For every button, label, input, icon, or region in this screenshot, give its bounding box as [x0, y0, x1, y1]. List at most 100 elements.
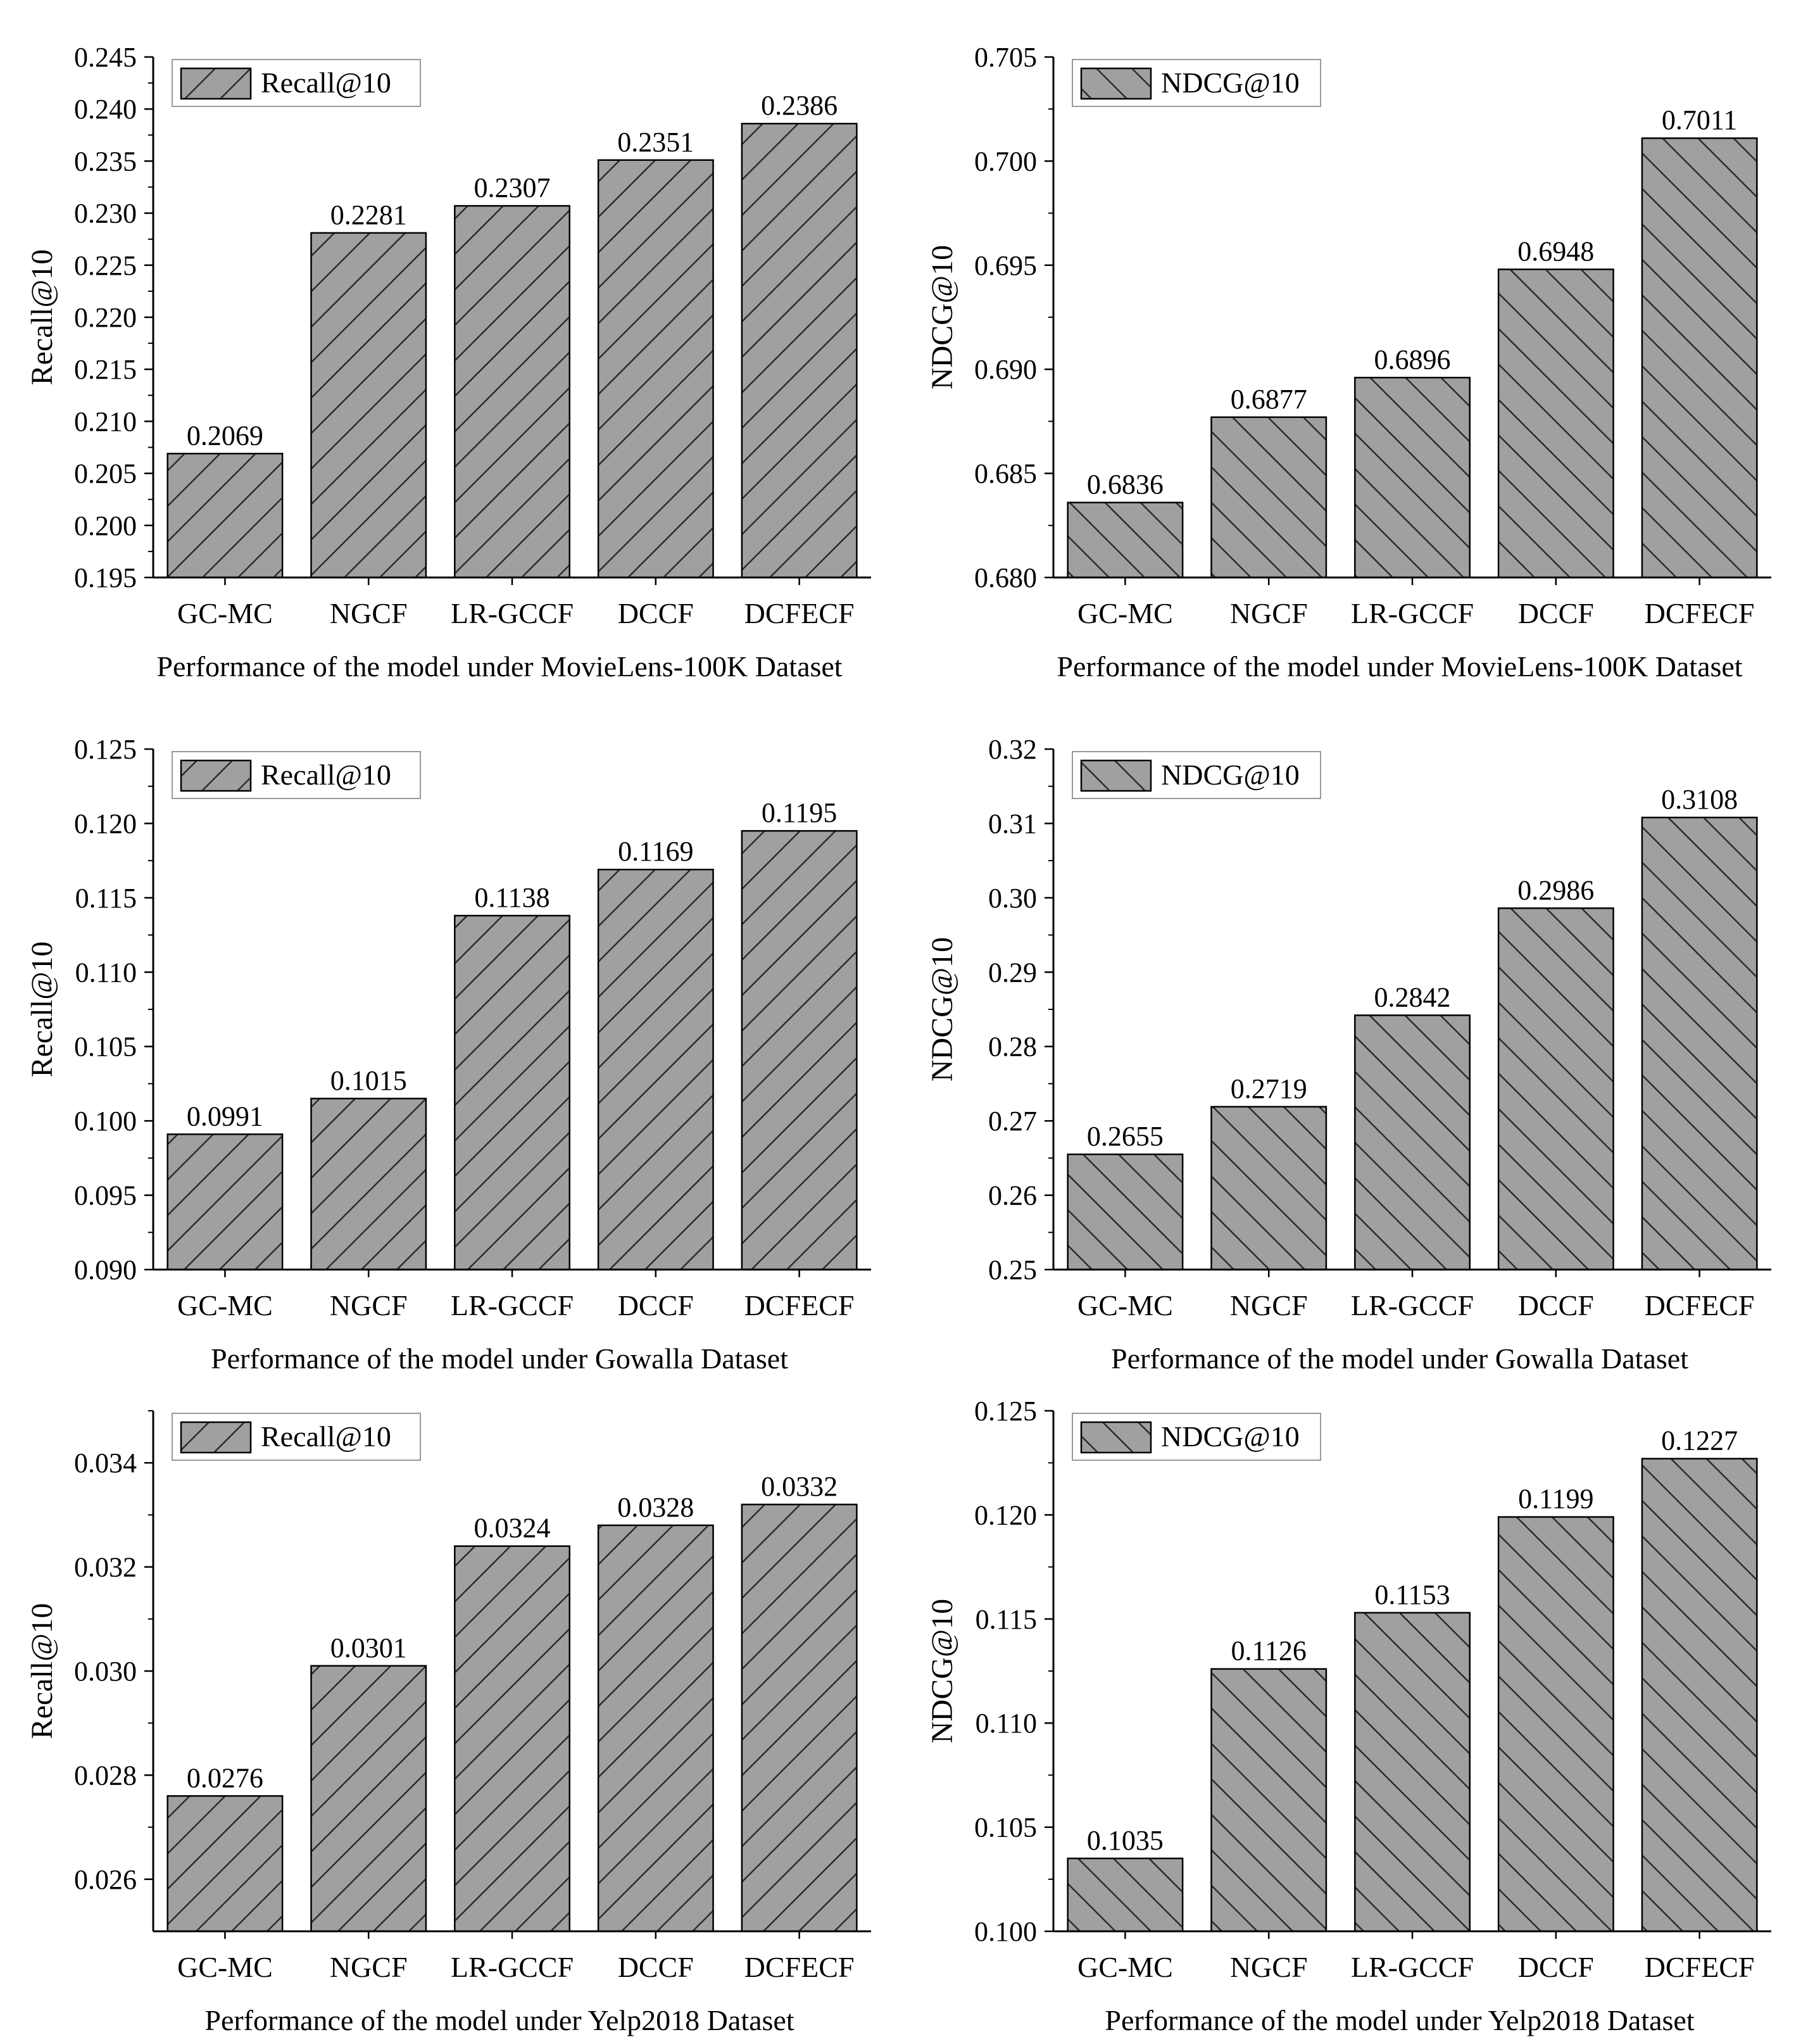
y-tick-label: 0.220 — [74, 302, 137, 333]
y-tick-label: 0.100 — [74, 1106, 137, 1137]
x-tick-label: DCCF — [618, 597, 694, 629]
y-axis-label: NDCG@10 — [926, 245, 959, 389]
legend-label: Recall@10 — [261, 759, 391, 791]
chart-panel: 0.0276 GC-MC 0.0301 NGCF 0.0324 LR-GCCF 0.0328… — [25, 1410, 871, 2036]
chart-caption: Performance of the model under Gowalla D… — [1111, 1342, 1688, 1375]
y-tick-label: 0.240 — [74, 94, 137, 125]
bar — [1497, 268, 1614, 579]
x-tick-label: DCCF — [618, 1951, 694, 1983]
y-tick-label: 0.200 — [74, 510, 137, 541]
bar — [454, 914, 570, 1271]
y-axis-label: Recall@10 — [25, 249, 59, 386]
x-tick-label: DCCF — [1518, 597, 1594, 629]
x-tick-label: DCCF — [1518, 1951, 1594, 1983]
y-tick-label: 0.695 — [974, 250, 1037, 281]
bar — [1067, 502, 1184, 579]
x-tick-label: GC-MC — [1077, 1289, 1173, 1322]
legend-swatch — [180, 1421, 252, 1454]
y-tick-label: 0.225 — [74, 250, 137, 281]
y-tick-label: 0.700 — [974, 146, 1037, 177]
x-tick-label: DCFECF — [1645, 597, 1755, 629]
y-tick-label: 0.030 — [74, 1656, 137, 1687]
legend: Recall@10 — [172, 1413, 421, 1461]
y-tick-label: 0.705 — [974, 42, 1037, 73]
y-tick-label: 0.215 — [74, 354, 137, 385]
y-tick-label: 0.115 — [976, 1604, 1037, 1635]
legend-label: NDCG@10 — [1161, 66, 1300, 99]
bar — [597, 159, 714, 579]
legend: Recall@10 — [172, 59, 421, 107]
y-axis-label: Recall@10 — [25, 1603, 59, 1739]
bar-value-label: 0.1227 — [1661, 1425, 1738, 1456]
bar — [1497, 1516, 1614, 1933]
x-tick-label: LR-GCCF — [1351, 1289, 1474, 1322]
legend-swatch — [1080, 67, 1152, 100]
bar — [1210, 1106, 1328, 1271]
bar — [310, 232, 427, 579]
bar-value-label: 0.0328 — [617, 1492, 694, 1523]
y-tick-label: 0.120 — [974, 1499, 1037, 1530]
y-tick-label: 0.245 — [74, 42, 137, 73]
bar-value-label: 0.3108 — [1661, 784, 1738, 815]
x-tick-label: GC-MC — [1077, 1951, 1173, 1983]
y-tick-label: 0.034 — [74, 1448, 137, 1479]
bar-value-label: 0.1153 — [1374, 1579, 1450, 1610]
x-tick-label: LR-GCCF — [451, 1289, 574, 1322]
bar — [454, 205, 570, 579]
y-tick-label: 0.26 — [988, 1180, 1037, 1211]
bar-value-label: 0.2986 — [1517, 874, 1594, 905]
y-tick-label: 0.195 — [74, 562, 137, 593]
bar-value-label: 0.1199 — [1518, 1484, 1593, 1515]
bar — [1067, 1857, 1184, 1933]
bar — [310, 1097, 427, 1271]
bar — [741, 1503, 858, 1933]
y-tick-label: 0.32 — [988, 734, 1037, 765]
bar-value-label: 0.2281 — [330, 199, 407, 230]
bar-value-label: 0.2351 — [617, 127, 694, 158]
bar-value-label: 0.2719 — [1231, 1073, 1307, 1104]
y-tick-label: 0.090 — [74, 1254, 137, 1285]
bar-value-label: 0.7011 — [1662, 104, 1737, 136]
legend-label: NDCG@10 — [1161, 1420, 1300, 1453]
chart-caption: Performance of the model under Yelp2018 … — [204, 2004, 794, 2036]
legend: NDCG@10 — [1072, 751, 1321, 799]
x-tick-label: NGCF — [1230, 1289, 1308, 1322]
bar — [741, 122, 858, 579]
legend-swatch — [1080, 759, 1152, 792]
x-tick-label: LR-GCCF — [451, 1951, 574, 1983]
legend-swatch — [180, 67, 252, 100]
legend: NDCG@10 — [1072, 59, 1321, 107]
bar-value-label: 0.2307 — [474, 172, 551, 203]
y-tick-label: 0.028 — [74, 1760, 137, 1791]
bar-value-label: 0.2842 — [1374, 981, 1451, 1013]
chart-caption: Performance of the model under MovieLens… — [156, 650, 842, 683]
bar-value-label: 0.6896 — [1374, 344, 1451, 375]
x-tick-label: NGCF — [1230, 597, 1308, 629]
y-tick-label: 0.29 — [988, 957, 1037, 988]
bar-value-label: 0.6948 — [1517, 236, 1594, 267]
x-tick-label: DCFECF — [1645, 1289, 1755, 1322]
bar-value-label: 0.2386 — [761, 90, 838, 121]
y-tick-label: 0.125 — [974, 1396, 1037, 1427]
y-axis-label: Recall@10 — [25, 942, 59, 1078]
bar — [1497, 907, 1614, 1271]
chart-caption: Performance of the model under Gowalla D… — [211, 1342, 788, 1375]
bar — [1354, 377, 1471, 579]
legend-label: Recall@10 — [261, 66, 391, 99]
bar-value-label: 0.0332 — [761, 1471, 838, 1502]
bar — [310, 1665, 427, 1933]
bar — [166, 1133, 284, 1271]
bar-value-label: 0.0301 — [330, 1632, 407, 1663]
legend: NDCG@10 — [1072, 1413, 1321, 1461]
legend-label: NDCG@10 — [1161, 759, 1300, 791]
x-tick-label: GC-MC — [177, 597, 273, 629]
bar — [1641, 137, 1758, 579]
bar-value-label: 0.1015 — [330, 1065, 407, 1096]
y-tick-label: 0.690 — [974, 354, 1037, 385]
y-tick-label: 0.235 — [74, 146, 137, 177]
y-tick-label: 0.125 — [74, 734, 137, 765]
y-tick-label: 0.28 — [988, 1031, 1037, 1063]
y-tick-label: 0.026 — [74, 1864, 137, 1895]
chart-panel: 0.2069 GC-MC 0.2281 NGCF 0.2307 LR-GCCF 0.2351… — [25, 42, 871, 683]
legend-swatch — [1080, 1421, 1152, 1454]
